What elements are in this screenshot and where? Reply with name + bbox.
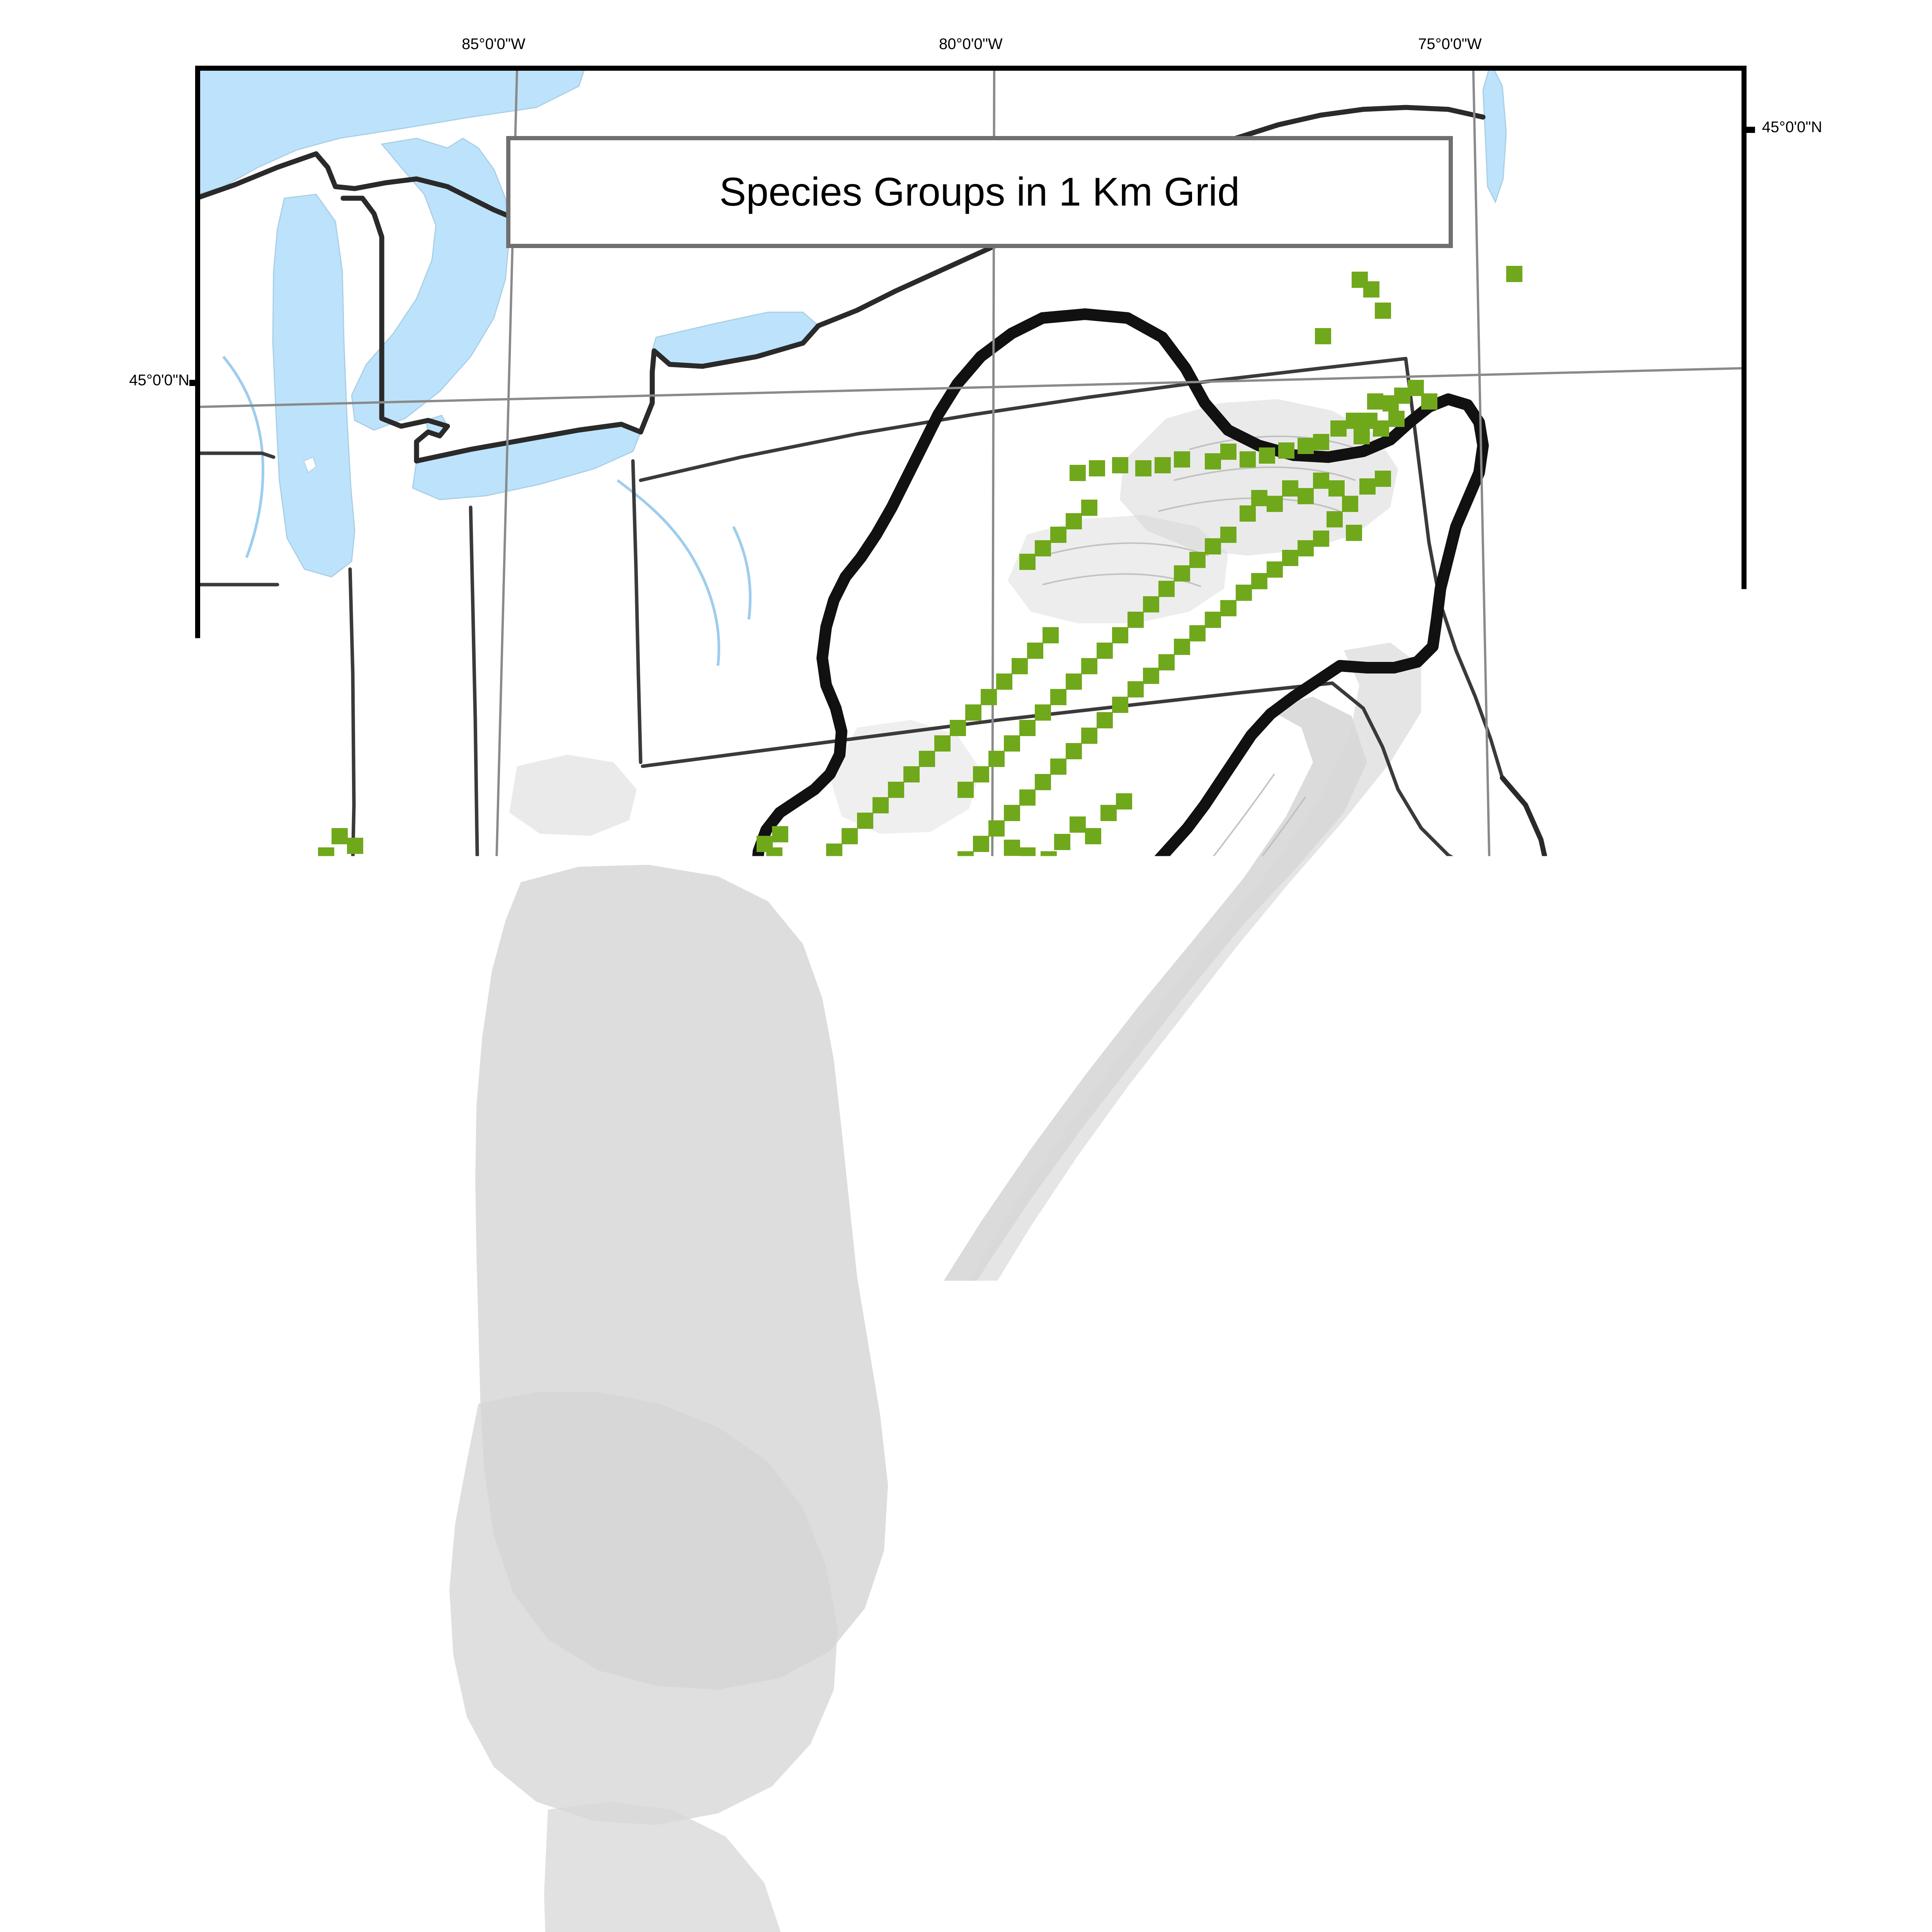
graticule-label-left-35n: 35°0'0"N	[62, 1728, 189, 1745]
graticule-label-top-75w: 75°0'0"W	[1418, 36, 1482, 53]
graticule-label-right-35n: 35°0'0"N	[1762, 1510, 1822, 1527]
graticule-label-left-45n: 45°0'0"N	[62, 372, 189, 389]
map-frame[interactable]	[195, 66, 1747, 1932]
graticule-label-top-85w: 85°0'0"W	[462, 36, 526, 53]
map-canvas[interactable]	[200, 71, 1742, 1932]
map-title: Species Groups in 1 Km Grid	[719, 169, 1240, 215]
species-grid-cells	[234, 266, 1522, 1932]
map-title-box: Species Groups in 1 Km Grid	[506, 136, 1453, 248]
graticule-label-top-80w: 80°0'0"W	[939, 36, 1003, 53]
karst-shading	[449, 399, 1421, 1932]
graticule-label-right-40n: 40°0'0"N	[1762, 822, 1822, 839]
graticule-label-right-45n: 45°0'0"N	[1762, 119, 1822, 136]
map-vector-layers	[200, 71, 1742, 1932]
graticule-label-left-40n: 40°0'0"N	[62, 1050, 189, 1067]
